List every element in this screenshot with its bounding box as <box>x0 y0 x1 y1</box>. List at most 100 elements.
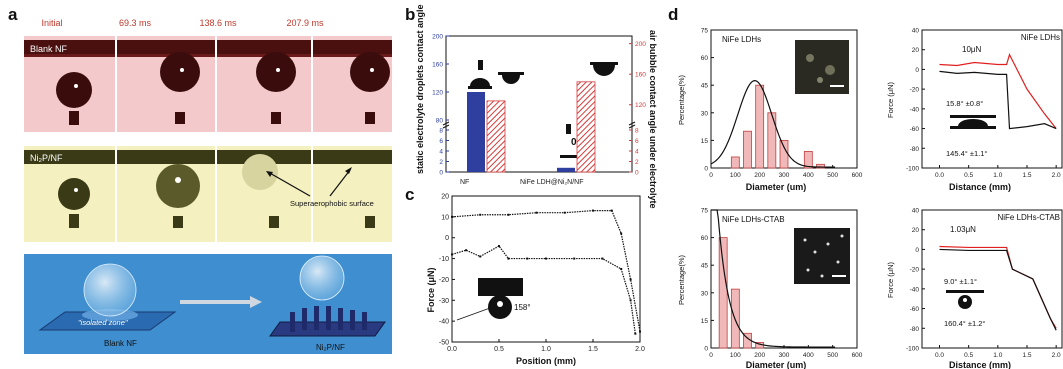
chart-b-right-tick-label: 120 <box>635 102 646 109</box>
ni2p-label: Ni₂P/NF <box>30 153 63 163</box>
droplet-icon <box>470 78 490 86</box>
d-hist-1-y-tick-label: 15 <box>701 138 709 145</box>
d-hist-2-fit-curve <box>711 209 836 348</box>
d-hist-1-bar <box>767 112 777 169</box>
chart-c-point <box>465 249 468 252</box>
d-hist-2-y-tick-label: 60 <box>701 235 709 242</box>
chart-b-left-tick-label: 8 <box>439 128 443 135</box>
chart-c-x-tick-label: 0.0 <box>447 346 457 353</box>
chart-b-left-tick-label: 120 <box>432 90 443 97</box>
d-hist-1-fit-curve <box>710 79 836 168</box>
chart-c-x-tick-label: 1.5 <box>588 346 598 353</box>
micrograph-speckle <box>840 234 844 238</box>
chart-b-left-tick-label: 80 <box>436 118 444 125</box>
blank-nf-label: Blank NF <box>30 44 68 54</box>
d-hist-1-bar <box>730 156 740 169</box>
d-hist-1-x-tick-label: 0 <box>709 172 713 179</box>
d-hist-1-x-tick-label: 200 <box>754 172 765 179</box>
axis-break-mark <box>628 121 636 126</box>
chart-c-ylabel: Force (μN) <box>426 267 436 312</box>
chart-d-force-2-frame <box>921 209 1063 349</box>
arrow-left-head <box>266 171 273 177</box>
chart-b-right-tick-label: 0 <box>635 170 639 177</box>
chart-c-point <box>639 330 641 333</box>
d-force-1-x-tick-label: 0.0 <box>935 172 944 179</box>
chart-c-y-tick-label: 20 <box>441 194 449 201</box>
chart-d-force-1-angle1: 15.8° ±0.8° <box>946 99 983 108</box>
surface-icon <box>498 72 524 75</box>
time-label-3: 207.9 ms <box>286 18 324 28</box>
d-hist-2-x-tick-label: 0 <box>709 352 713 359</box>
d-hist-2-y-tick-label: 75 <box>701 208 709 215</box>
d-hist-2-x-tick-label: 300 <box>779 352 790 359</box>
ni2p-frames <box>24 146 392 242</box>
bubble-highlight <box>963 298 967 302</box>
micrograph-speckle <box>826 242 830 246</box>
d-hist-1-bar <box>779 139 789 169</box>
micrograph-speckle <box>820 274 824 278</box>
chart-d-force-2-xlabel: Distance (mm) <box>949 360 1011 369</box>
chart-c-point <box>601 257 604 260</box>
chart-c-point <box>451 215 453 218</box>
chart-b-annotation: 0° <box>571 137 581 148</box>
d-hist-1-x-tick-label: 300 <box>779 172 790 179</box>
chart-d-force-1-angle2: 145.4° ±1.1° <box>946 149 987 158</box>
d-force-1-y-tick-label: 20 <box>912 47 920 54</box>
d-hist-2-y-tick-label: 30 <box>701 290 709 297</box>
panel-label-d: d <box>668 5 678 24</box>
chart-c-x-tick-label: 2.0 <box>635 346 645 353</box>
d-hist-1-x-tick-label: 400 <box>803 172 814 179</box>
chart-d-force-1-force-label: 10μN <box>962 45 982 54</box>
chart-c-x-tick-label: 0.5 <box>494 346 504 353</box>
chart-b-frame <box>445 35 633 173</box>
chart-b-right-tick-label: 4 <box>635 149 639 156</box>
chart-c: Position (mm) Force (μN) 158° 0.0 0.5 1.0 1… <box>426 194 645 367</box>
schematic-right-caption: Ni₂P/NF <box>316 343 345 352</box>
chart-d-force-2: NiFe LDHs-CTAB Distance (mm) Force (μN) … <box>886 208 1063 369</box>
d-force-1-y-tick-label: -60 <box>910 126 920 133</box>
chart-d-force-1-ylabel: Force (μN) <box>886 82 895 118</box>
chart-c-y-tick-label: -50 <box>439 340 449 347</box>
axis-break-mark <box>628 124 636 129</box>
d-force-2-y-tick-label: -40 <box>910 286 920 293</box>
d-hist-1-bar <box>755 84 765 169</box>
d-hist-1-bar <box>743 130 752 169</box>
chart-c-point <box>620 232 623 235</box>
d-hist-1-bar <box>816 163 825 169</box>
chart-d-hist-2-xlabel: Diameter (um) <box>746 360 807 369</box>
d-hist-2-x-tick-label: 100 <box>730 352 741 359</box>
d-hist-2-x-tick-label: 200 <box>754 352 765 359</box>
superaerophobic-label: Superaerophobic surface <box>290 199 374 208</box>
d-force-2-x-tick-label: 1.5 <box>1022 352 1031 359</box>
chart-b-left-tick-label: 2 <box>439 159 443 166</box>
chart-d-hist-1: NiFe LDHs Diameter (um) Percentage(%) 0 1… <box>677 28 863 193</box>
surface-icon <box>950 115 996 118</box>
chart-b-right-tick-label: 160 <box>635 72 646 79</box>
chart-d-hist-2-title: NiFe LDHs-CTAB <box>722 215 785 224</box>
chart-c-annotation: 158° <box>514 303 531 312</box>
d-hist-2-y-tick-label: 45 <box>701 263 709 270</box>
d-force-1-y-tick-label: -80 <box>910 146 920 153</box>
d-hist-1-y-tick-label: 0 <box>704 166 708 173</box>
chart-b-bar-contact-angle <box>557 167 575 172</box>
arrow-left <box>267 171 311 197</box>
chart-c-point <box>573 257 576 260</box>
droplet-icon <box>478 60 483 70</box>
d-hist-2-x-tick-label: 500 <box>827 352 838 359</box>
chart-c-point <box>629 278 632 281</box>
chart-c-series-0 <box>451 210 641 332</box>
chart-c-point <box>629 299 632 302</box>
chart-c-point <box>610 209 613 212</box>
chart-c-point <box>563 211 566 214</box>
micrograph-speckle <box>806 54 814 62</box>
droplet-icon <box>566 124 571 134</box>
arrow-right <box>329 169 351 197</box>
d-force-1-series-1 <box>939 70 1057 130</box>
d-force-2-y-tick-label: -80 <box>910 326 920 333</box>
d-force-2-y-tick-label: 40 <box>912 208 920 215</box>
chart-c-series-1 <box>451 245 636 334</box>
arrow-right-head <box>345 167 352 174</box>
chart-d-force-1-title: NiFe LDHs <box>1021 33 1060 42</box>
chart-c-y-tick-label: -10 <box>439 256 449 263</box>
